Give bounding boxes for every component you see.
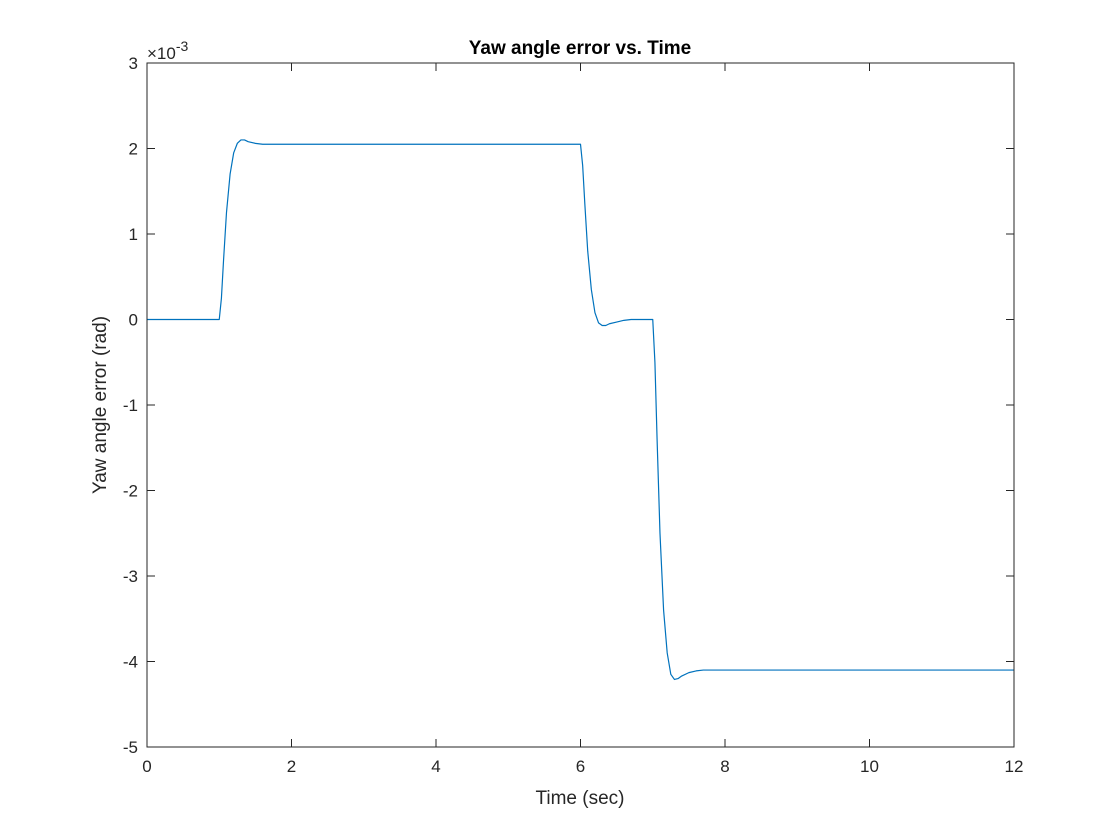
x-tick-label: 10 — [860, 757, 879, 776]
x-tick-label: 0 — [142, 757, 151, 776]
y-tick-label: -1 — [123, 396, 138, 415]
y-tick-label: 2 — [129, 140, 138, 159]
y-tick-label: 1 — [129, 225, 138, 244]
y-tick-label: 3 — [129, 54, 138, 73]
y-axis-exponent-times: ×10 — [147, 44, 176, 63]
y-tick-label: -3 — [123, 567, 138, 586]
y-tick-label: -2 — [123, 482, 138, 501]
chart-title: Yaw angle error vs. Time — [469, 38, 691, 59]
series-line — [147, 139, 1014, 681]
plot-area — [147, 63, 1014, 747]
y-axis-label: Yaw angle error (rad) — [90, 316, 111, 494]
y-tick-label: -4 — [123, 653, 138, 672]
x-tick-label: 8 — [720, 757, 729, 776]
x-axis-label: Time (sec) — [535, 788, 624, 809]
y-tick-label: -5 — [123, 738, 138, 757]
x-tick-label: 6 — [576, 757, 585, 776]
y-axis-exponent: ×10-3 — [147, 38, 189, 63]
y-tick-label: 0 — [129, 311, 138, 330]
y-axis-exponent-power: -3 — [176, 38, 189, 54]
plot-box — [146, 62, 1015, 748]
x-tick-label: 4 — [431, 757, 440, 776]
x-tick-label: 12 — [1005, 757, 1024, 776]
x-tick-label: 2 — [287, 757, 296, 776]
series-layer — [147, 139, 1014, 681]
